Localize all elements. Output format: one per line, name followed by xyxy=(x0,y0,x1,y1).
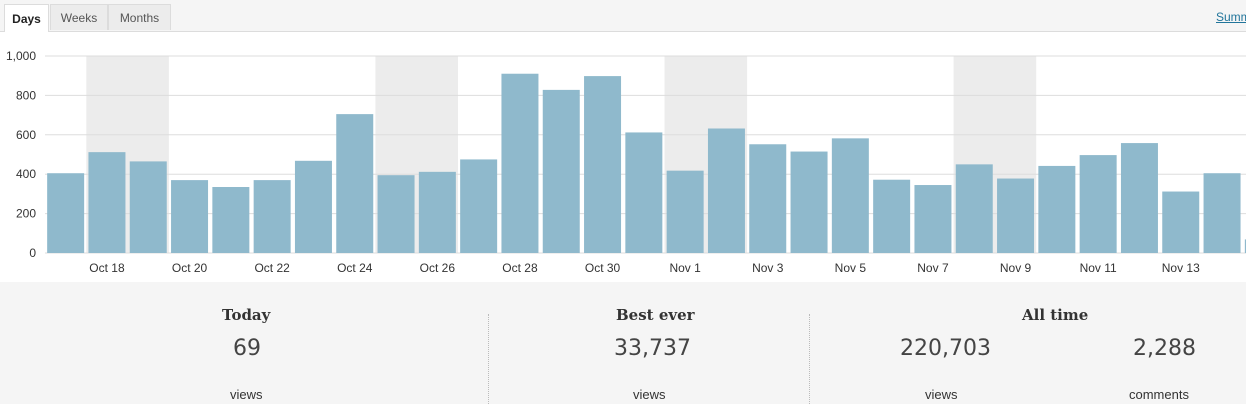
bar xyxy=(47,173,85,253)
y-tick-label: 400 xyxy=(16,167,36,181)
views-chart-area: 0 200 400 600 800 1,000 Oct 18 Oct 20 Oct 22 Oct … xyxy=(0,32,1246,282)
bar xyxy=(625,132,663,253)
best-ever-views-label: views xyxy=(633,387,666,402)
all-time-comments-value: 2,288 xyxy=(1133,336,1196,361)
views-bar-chart: 0 200 400 600 800 1,000 Oct 18 Oct 20 Oct 22 Oct … xyxy=(6,49,1246,275)
bar xyxy=(831,138,869,253)
bar xyxy=(1162,191,1200,253)
bar xyxy=(1079,155,1117,253)
x-tick-label: Nov 1 xyxy=(669,261,701,275)
x-tick-label: Oct 20 xyxy=(172,261,208,275)
y-tick-label: 600 xyxy=(16,128,36,142)
x-tick-label: Oct 18 xyxy=(89,261,125,275)
all-time-comments-label: comments xyxy=(1129,387,1189,402)
bar xyxy=(1120,143,1158,253)
bar xyxy=(997,178,1035,253)
x-tick-label: Nov 3 xyxy=(752,261,784,275)
bar xyxy=(212,187,250,253)
x-tick-label: Oct 28 xyxy=(502,261,538,275)
x-tick-label: Oct 22 xyxy=(254,261,290,275)
x-tick-label: Oct 26 xyxy=(420,261,456,275)
today-views-label: views xyxy=(230,387,263,402)
tab-days[interactable]: Days xyxy=(4,4,49,32)
bar xyxy=(914,185,952,253)
x-tick-label: Nov 11 xyxy=(1080,261,1117,275)
bar xyxy=(955,164,993,253)
stats-divider xyxy=(488,314,489,404)
bar xyxy=(584,76,622,254)
bar xyxy=(501,73,539,253)
x-tick-label: Nov 9 xyxy=(1000,261,1032,275)
bar xyxy=(873,179,911,253)
bar xyxy=(1038,165,1076,253)
today-title: Today xyxy=(222,306,271,324)
all-time-title: All time xyxy=(1022,306,1089,324)
period-tabbar: Days Weeks Months Summaries xyxy=(0,0,1246,32)
x-tick-label: Nov 7 xyxy=(917,261,949,275)
bar xyxy=(707,128,745,253)
stats-divider xyxy=(809,314,810,404)
bar xyxy=(790,151,828,253)
best-ever-title: Best ever xyxy=(616,306,695,324)
y-tick-label: 200 xyxy=(16,207,36,221)
y-tick-label: 0 xyxy=(29,246,36,260)
bar xyxy=(418,171,456,253)
bar xyxy=(460,159,498,253)
x-tick-label: Nov 13 xyxy=(1162,261,1200,275)
bar xyxy=(294,160,332,253)
bar xyxy=(336,114,374,254)
bar xyxy=(749,144,787,253)
bar xyxy=(377,175,415,253)
best-ever-views-value: 33,737 xyxy=(614,336,691,361)
summaries-link[interactable]: Summaries xyxy=(1216,10,1246,24)
bar xyxy=(88,152,126,253)
bar xyxy=(171,180,209,253)
x-tick-label: Oct 30 xyxy=(585,261,621,275)
y-tick-label: 1,000 xyxy=(6,49,36,63)
bar xyxy=(253,180,291,253)
x-tick-label: Oct 24 xyxy=(337,261,373,275)
x-tick-label: Nov 5 xyxy=(835,261,867,275)
bar xyxy=(542,89,580,253)
bar xyxy=(1203,173,1241,253)
bar xyxy=(1244,239,1246,253)
y-tick-label: 800 xyxy=(16,88,36,102)
tab-months[interactable]: Months xyxy=(108,4,171,30)
stats-panel: Today 69 views Best ever 33,737 views Al… xyxy=(0,300,1246,404)
bar xyxy=(666,170,704,253)
all-time-views-label: views xyxy=(925,387,958,402)
today-views-value: 69 xyxy=(233,336,261,361)
all-time-views-value: 220,703 xyxy=(900,336,991,361)
bar xyxy=(129,161,167,253)
tab-weeks[interactable]: Weeks xyxy=(50,4,108,30)
